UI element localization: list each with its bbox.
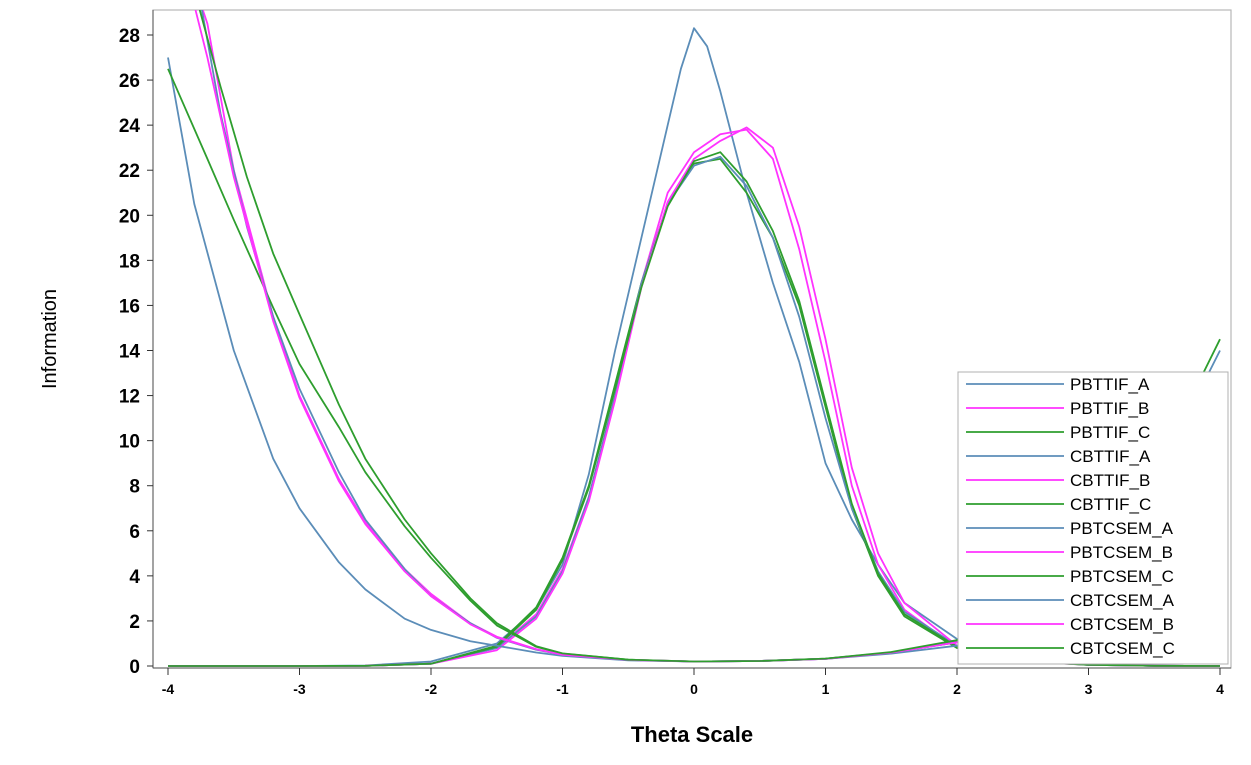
y-tick-label: 26	[119, 71, 140, 92]
legend-label: CBTTIF_A	[1070, 447, 1151, 466]
legend-label: PBTCSEM_C	[1070, 567, 1174, 586]
y-tick-label: 6	[129, 522, 140, 543]
x-tick-label: -2	[425, 681, 438, 697]
legend-label: CBTCSEM_B	[1070, 615, 1174, 634]
x-tick-label: 2	[953, 681, 961, 697]
y-tick-label: 10	[119, 432, 140, 453]
legend-label: PBTTIF_C	[1070, 423, 1150, 442]
y-tick-label: 2	[129, 612, 140, 633]
x-tick-label: 3	[1085, 681, 1093, 697]
legend-label: CBTCSEM_A	[1070, 591, 1175, 610]
x-tick-label: 1	[822, 681, 830, 697]
legend-label: CBTTIF_C	[1070, 495, 1151, 514]
legend-label: PBTTIF_B	[1070, 399, 1149, 418]
y-tick-label: 4	[129, 567, 140, 588]
legend: PBTTIF_A PBTTIF_B PBTTIF_C CBTTIF_A CBTTIF_B…	[957, 371, 1229, 665]
y-tick-label: 12	[119, 387, 140, 408]
y-axis-title: Information	[39, 289, 61, 389]
y-tick-label: 22	[119, 161, 140, 182]
y-tick-label: 8	[129, 477, 140, 498]
y-tick-label: 0	[129, 657, 140, 678]
legend-label: CBTCSEM_C	[1070, 639, 1175, 658]
y-tick-label: 28	[119, 26, 140, 47]
y-tick-label: 20	[119, 206, 140, 227]
legend-label: PBTCSEM_A	[1070, 519, 1174, 538]
legend-label: CBTTIF_B	[1070, 471, 1150, 490]
x-axis-title: Theta Scale	[631, 722, 753, 747]
x-tick-label: 0	[690, 681, 698, 697]
x-tick-label: -4	[162, 681, 175, 697]
x-tick-label: -3	[293, 681, 306, 697]
x-tick-label: 4	[1216, 681, 1224, 697]
y-tick-label: 18	[119, 251, 140, 272]
y-tick-label: 16	[119, 296, 140, 317]
legend-label: PBTTIF_A	[1070, 375, 1150, 394]
y-tick-label: 14	[119, 342, 141, 363]
legend-label: PBTCSEM_B	[1070, 543, 1173, 562]
x-ticks: -4 -3 -2 -1 0 1 2 3 4	[162, 668, 1224, 697]
series-line-pbttif-a	[168, 27, 1221, 667]
x-tick-label: -1	[556, 681, 569, 697]
legend-box	[957, 371, 1229, 665]
y-tick-label: 24	[119, 116, 141, 137]
